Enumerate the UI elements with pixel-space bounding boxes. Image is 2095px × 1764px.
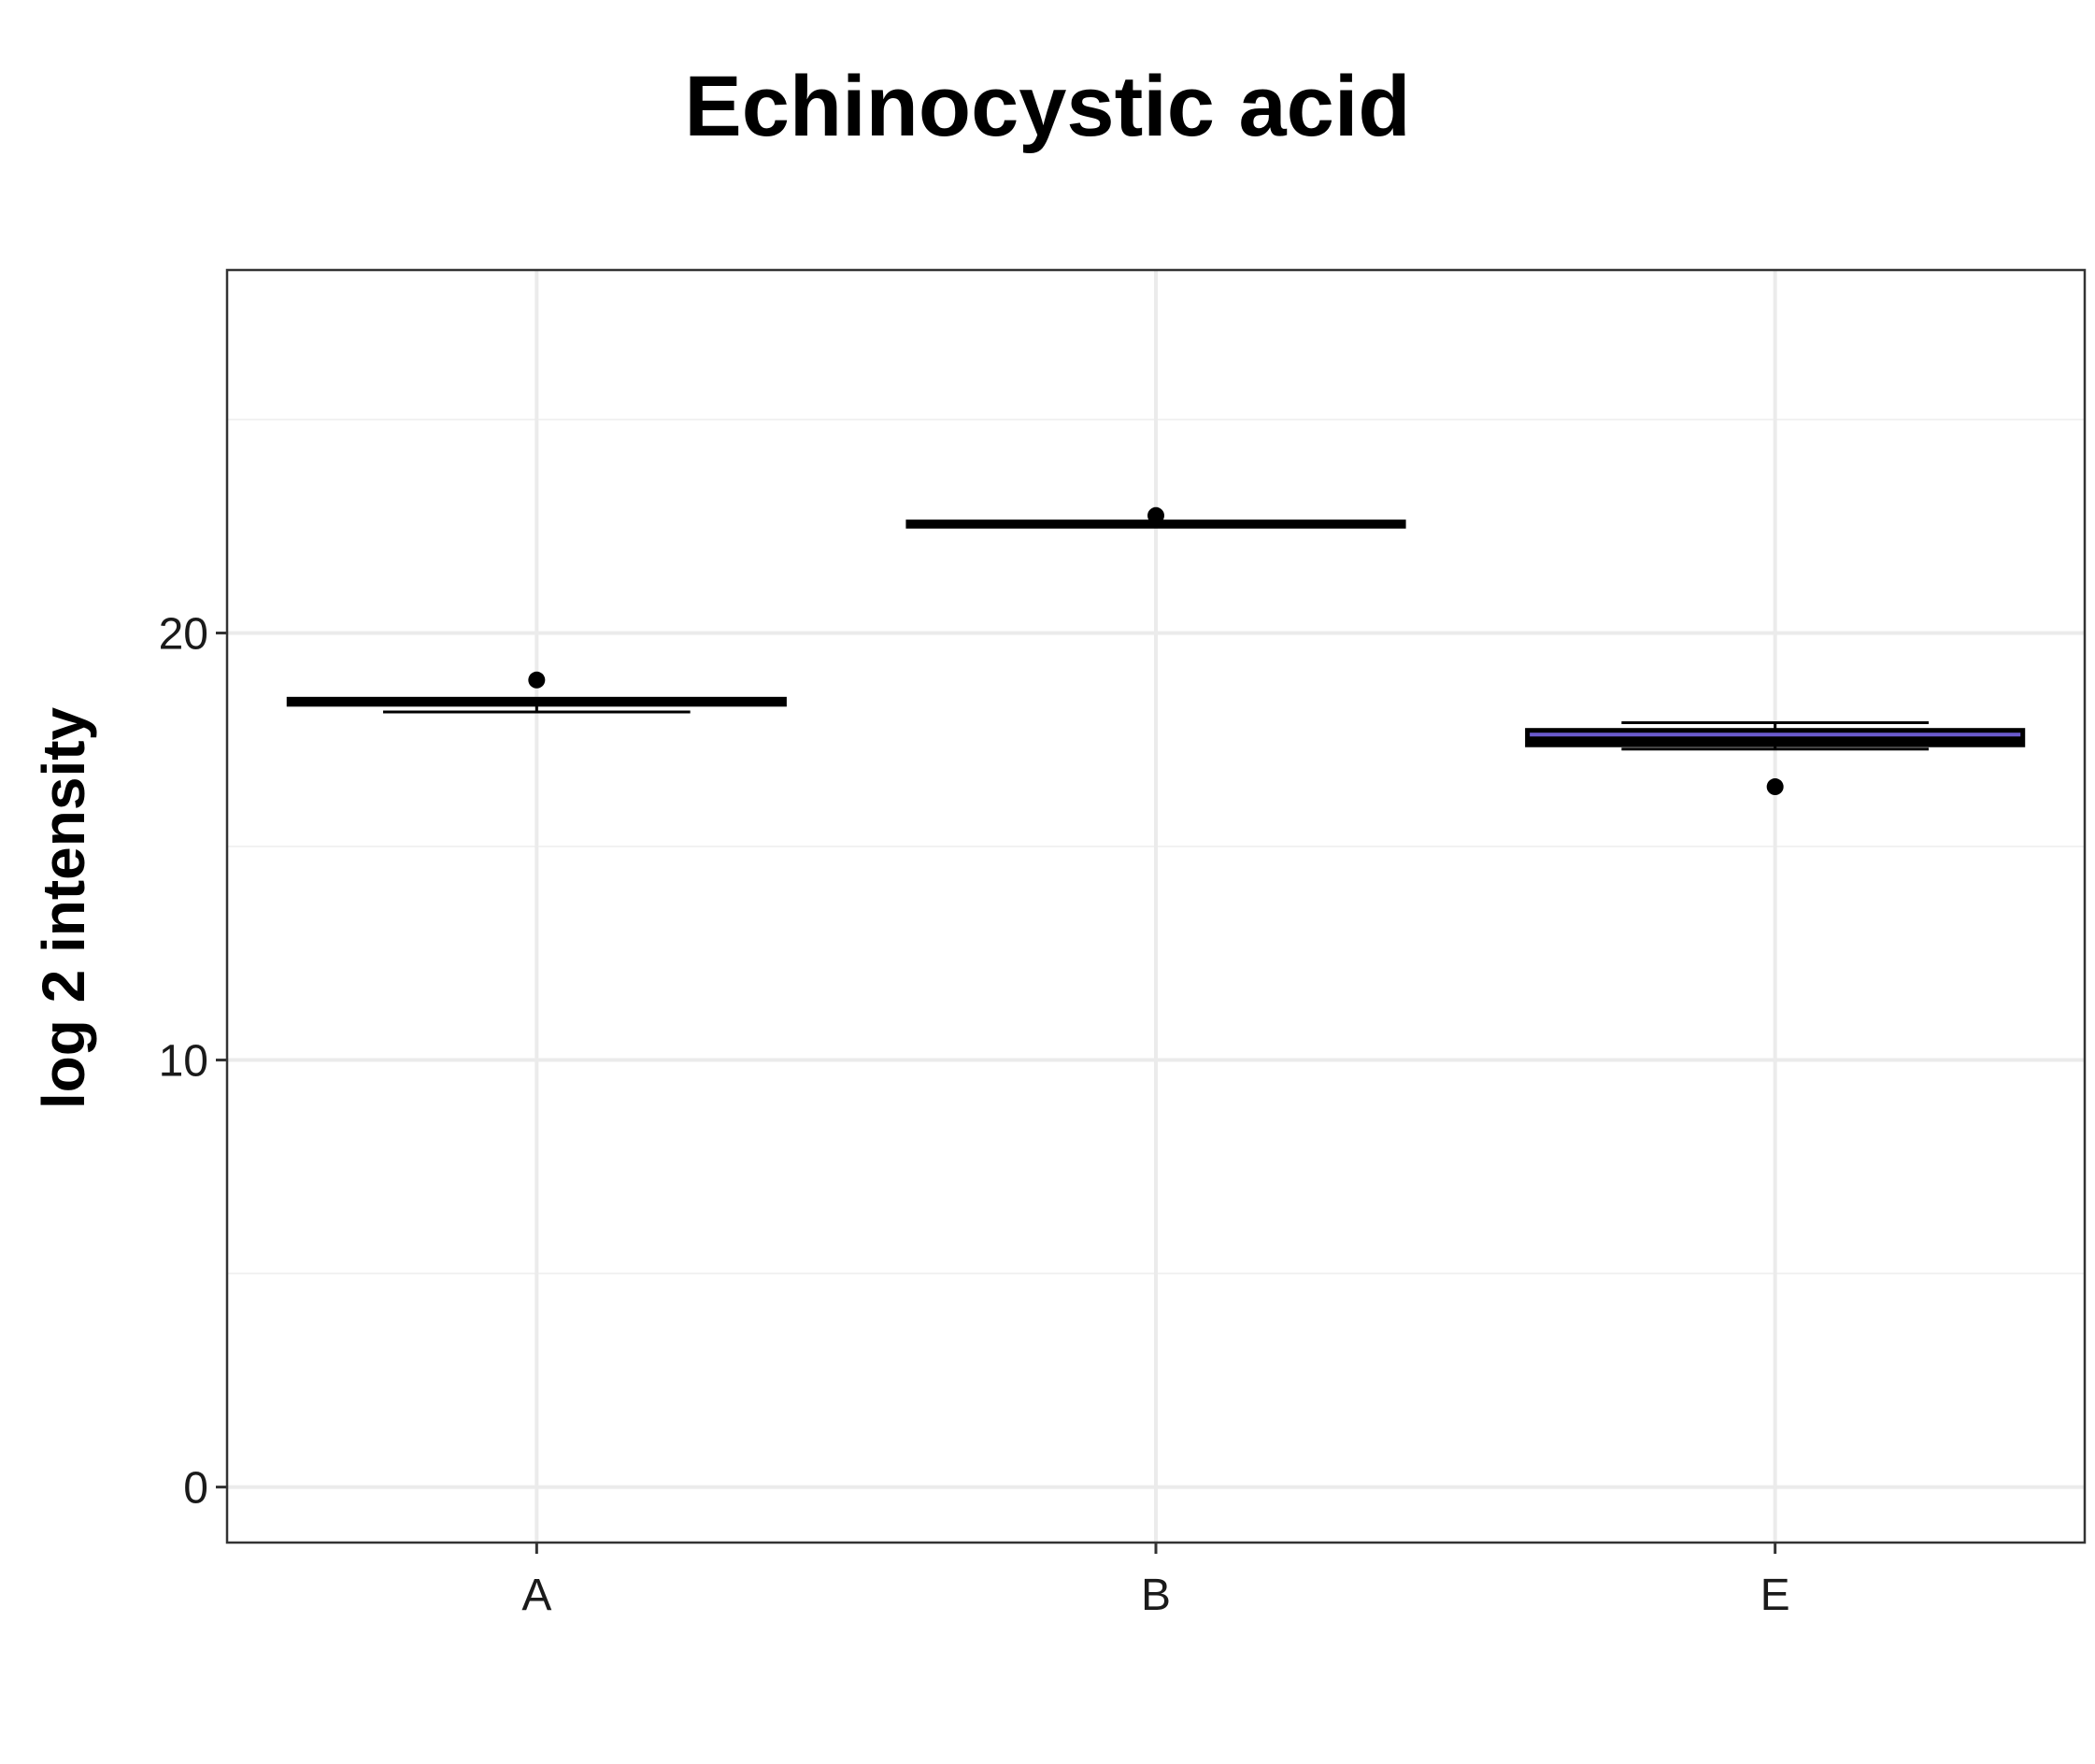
x-tick-label: E [1760, 1571, 1790, 1620]
x-tick-label: B [1141, 1571, 1171, 1620]
y-tick-label: 20 [159, 609, 208, 659]
outlier-point [528, 671, 546, 689]
y-tick-label: 0 [183, 1464, 208, 1514]
outlier-point [1766, 778, 1784, 796]
outlier-point [1147, 506, 1164, 524]
y-tick-label: 10 [159, 1037, 208, 1087]
x-tick-label: A [521, 1571, 551, 1620]
chart-title: Echinocystic acid [684, 59, 1411, 154]
